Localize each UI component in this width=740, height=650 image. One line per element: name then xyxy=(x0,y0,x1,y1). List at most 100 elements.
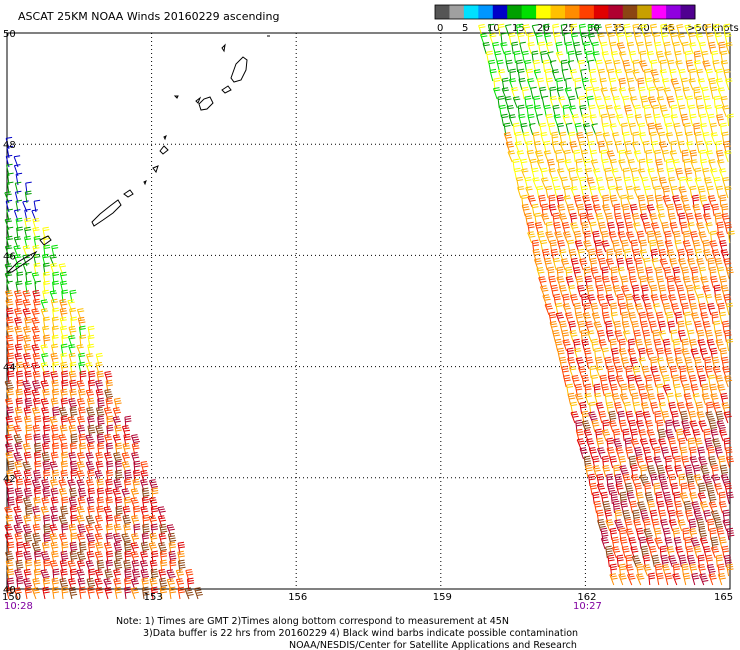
wind-barb xyxy=(528,123,536,136)
wind-barb xyxy=(14,569,23,582)
wind-barb xyxy=(140,506,149,519)
wind-barb xyxy=(672,338,680,352)
wind-barb xyxy=(726,491,734,505)
wind-barb xyxy=(618,419,627,433)
wind-barb xyxy=(589,482,597,496)
wind-barb xyxy=(600,491,609,505)
wind-barb xyxy=(33,514,41,528)
wind-barb xyxy=(122,514,132,528)
wind-barb xyxy=(646,194,654,208)
wind-barb xyxy=(656,347,664,361)
wind-barb xyxy=(617,410,625,424)
wind-barb xyxy=(666,203,675,217)
wind-barb xyxy=(722,509,730,523)
wind-barb xyxy=(625,293,633,307)
wind-barb xyxy=(95,380,104,393)
wind-barb xyxy=(169,559,177,573)
wind-barb xyxy=(696,329,705,343)
wind-barb xyxy=(621,320,630,334)
wind-barb xyxy=(77,398,86,411)
wind-barb xyxy=(552,329,560,343)
wind-barb xyxy=(634,114,642,127)
wind-barb xyxy=(50,506,59,519)
wind-barb xyxy=(552,257,560,271)
wind-barb xyxy=(664,537,673,550)
wind-barb xyxy=(682,240,691,253)
wind-barb xyxy=(591,338,599,352)
wind-barb xyxy=(604,59,612,73)
wind-barb xyxy=(643,446,651,460)
wind-barb xyxy=(527,221,535,235)
wind-barb xyxy=(678,186,687,199)
wind-barb xyxy=(23,578,32,591)
lon-label: 165 xyxy=(714,592,733,603)
wind-barb xyxy=(22,461,32,474)
wind-barb xyxy=(632,69,640,82)
wind-barb xyxy=(632,401,640,415)
wind-barb xyxy=(659,366,668,379)
wind-barb xyxy=(611,347,619,361)
wind-barb xyxy=(604,392,612,406)
wind-barb xyxy=(61,523,69,537)
wind-barb xyxy=(159,523,168,537)
wind-barb xyxy=(638,311,647,325)
colorbar-tick-label: 5 xyxy=(462,23,468,34)
wind-barb xyxy=(662,374,671,388)
wind-barb xyxy=(131,533,140,546)
wind-barb xyxy=(686,141,694,154)
wind-barb xyxy=(611,536,620,550)
wind-barb xyxy=(652,78,660,91)
wind-barb xyxy=(718,536,727,550)
wind-barb xyxy=(654,194,663,208)
wind-barb xyxy=(513,50,521,64)
wind-barb xyxy=(636,266,645,280)
wind-barb xyxy=(42,415,50,429)
wind-barb xyxy=(14,406,23,420)
colorbar-swatch xyxy=(521,5,537,19)
wind-barb xyxy=(14,416,23,429)
wind-barb xyxy=(668,401,677,415)
wind-barb xyxy=(703,203,711,217)
wind-barb xyxy=(565,122,573,136)
wind-barb xyxy=(551,69,560,82)
wind-barb xyxy=(42,577,51,591)
wind-barb xyxy=(76,533,86,546)
wind-barb xyxy=(649,509,658,523)
wind-barb xyxy=(725,42,733,55)
wind-barb xyxy=(597,447,606,460)
wind-barb xyxy=(605,212,613,226)
wind-barb xyxy=(553,221,561,235)
wind-barb xyxy=(698,456,708,469)
wind-barb xyxy=(682,572,691,586)
wind-barb xyxy=(32,352,41,366)
wind-barb xyxy=(78,487,87,501)
wind-barb xyxy=(85,452,94,465)
wind-barb xyxy=(585,356,594,370)
wind-barb xyxy=(22,290,31,303)
wind-barb xyxy=(570,222,579,235)
wind-barb xyxy=(598,257,606,271)
wind-barb xyxy=(539,86,547,100)
wind-barb xyxy=(600,527,609,541)
wind-barb xyxy=(689,113,697,127)
wind-barb xyxy=(716,185,724,199)
wind-barb xyxy=(582,312,591,325)
wind-barb xyxy=(691,572,700,586)
wind-barb xyxy=(715,375,724,388)
wind-barb xyxy=(627,573,636,586)
wind-barb xyxy=(576,132,585,145)
wind-barb xyxy=(605,545,613,559)
wind-barb xyxy=(15,370,24,384)
wind-barb xyxy=(105,379,113,393)
wind-barb xyxy=(113,578,122,591)
wind-barb xyxy=(121,533,131,546)
wind-barb xyxy=(60,550,69,564)
wind-barb xyxy=(140,461,149,474)
wind-barb xyxy=(616,221,625,235)
wind-barb xyxy=(667,24,676,37)
wind-barb xyxy=(674,347,682,361)
wind-barb xyxy=(593,321,602,334)
wind-barb xyxy=(628,50,637,64)
colorbar-tick-label: >50 knots xyxy=(687,23,739,34)
wind-barb xyxy=(13,452,23,465)
